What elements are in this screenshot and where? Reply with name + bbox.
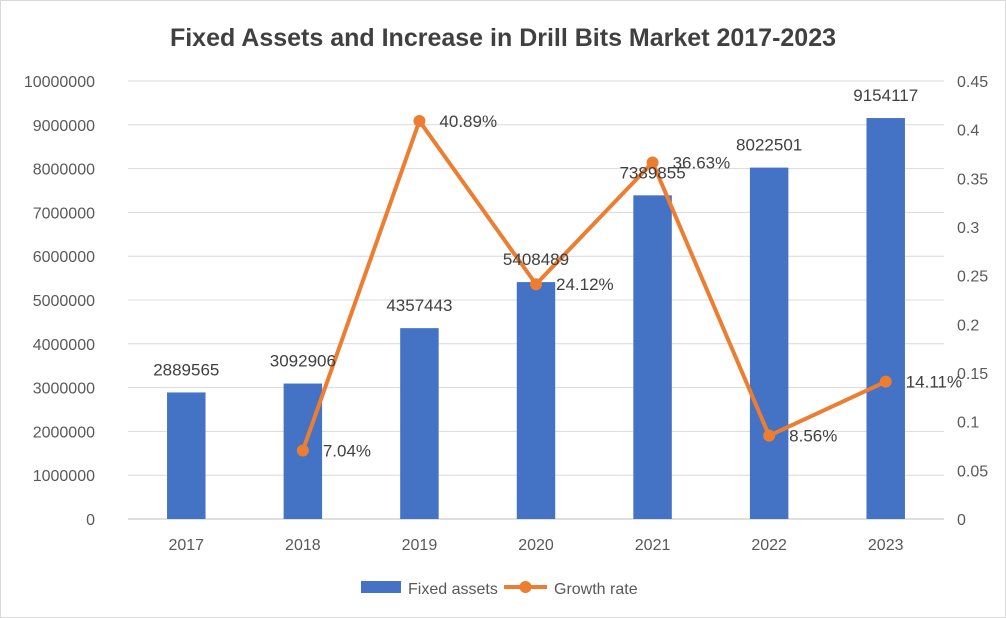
left-tick-label: 9000000 [33, 118, 95, 135]
legend-swatch-fixed-assets [361, 581, 401, 593]
left-tick-label: 5000000 [33, 293, 95, 310]
left-tick-label: 3000000 [33, 381, 95, 398]
line-point [879, 375, 892, 388]
growth-rate-line [300, 119, 887, 452]
line-data-label: 8.56% [789, 427, 837, 446]
left-tick-label: 10000000 [24, 74, 95, 91]
bar-data-labels: 2889565 3092906 4357443 5408489 7389855 80225… [153, 86, 918, 379]
line-data-labels: 7.04% 40.89% 24.12% 36.63% 8.56% 14.11% [323, 112, 962, 460]
left-tick-label: 4000000 [33, 337, 95, 354]
bar [516, 282, 556, 519]
left-tick-label: 8000000 [33, 162, 95, 179]
bar-series [167, 118, 905, 520]
bar [633, 195, 672, 520]
x-tick-label: 2018 [285, 537, 321, 554]
left-tick-label: 7000000 [33, 205, 95, 222]
bar-data-label: 2889565 [153, 360, 219, 379]
bar-data-label: 9154117 [853, 86, 918, 105]
left-tick-label: 1000000 [33, 468, 95, 485]
bar-data-label: 8022501 [736, 136, 802, 155]
x-tick-label: 2019 [402, 537, 438, 554]
line-data-label: 14.11% [906, 373, 962, 392]
line-data-label: 36.63% [673, 153, 731, 172]
x-tick-label: 2017 [168, 537, 204, 554]
line-point [530, 278, 542, 291]
right-tick-label: 0.45 [957, 74, 988, 91]
bar [866, 118, 905, 519]
bar-data-label: 5408489 [503, 250, 569, 269]
bar-data-label: 4357443 [386, 296, 452, 315]
line-point [646, 156, 659, 169]
right-axis-ticks: 0 0.05 0.1 0.15 0.2 0.25 0.3 0.35 0.4 0.45 [957, 74, 988, 529]
right-tick-label: 0.25 [957, 269, 988, 286]
line-point [763, 429, 776, 442]
right-tick-label: 0.2 [957, 317, 979, 334]
legend: Fixed assets Growth rate [361, 581, 638, 598]
x-tick-label: 2021 [635, 537, 671, 554]
right-tick-label: 0.15 [957, 366, 988, 383]
bar [167, 392, 206, 519]
x-tick-label: 2023 [868, 537, 904, 554]
bar [400, 328, 439, 519]
right-tick-label: 0.05 [957, 463, 988, 480]
left-tick-label: 0 [86, 512, 95, 529]
x-tick-label: 2020 [518, 537, 554, 554]
line-point [413, 115, 426, 128]
chart-title: Fixed Assets and Increase in Drill Bits … [170, 24, 836, 52]
left-tick-label: 6000000 [33, 249, 95, 266]
right-tick-label: 0.35 [957, 171, 988, 188]
right-tick-label: 0.4 [957, 123, 979, 140]
right-tick-label: 0 [957, 512, 966, 529]
right-tick-label: 0.1 [957, 415, 979, 432]
left-tick-label: 2000000 [33, 424, 95, 441]
legend-label-fixed-assets: Fixed assets [408, 581, 498, 598]
legend-marker-growth-rate [519, 581, 532, 593]
bar-data-label: 3092906 [270, 352, 336, 371]
line-data-label: 7.04% [323, 441, 371, 460]
x-axis-ticks: 2017 2018 2019 2020 2021 2022 2023 [168, 537, 903, 554]
right-tick-label: 0.3 [957, 220, 979, 237]
line-point [296, 444, 309, 457]
legend-label-growth-rate: Growth rate [554, 581, 638, 598]
left-axis-ticks: 0 1000000 2000000 3000000 4000000 5000000 6000… [24, 74, 95, 529]
bar [749, 167, 789, 520]
bar-data-label: 7389855 [619, 163, 685, 182]
line-data-label: 40.89% [439, 112, 497, 131]
x-tick-label: 2022 [751, 537, 787, 554]
line-data-label: 24.12% [556, 275, 614, 294]
line-series [296, 115, 892, 457]
